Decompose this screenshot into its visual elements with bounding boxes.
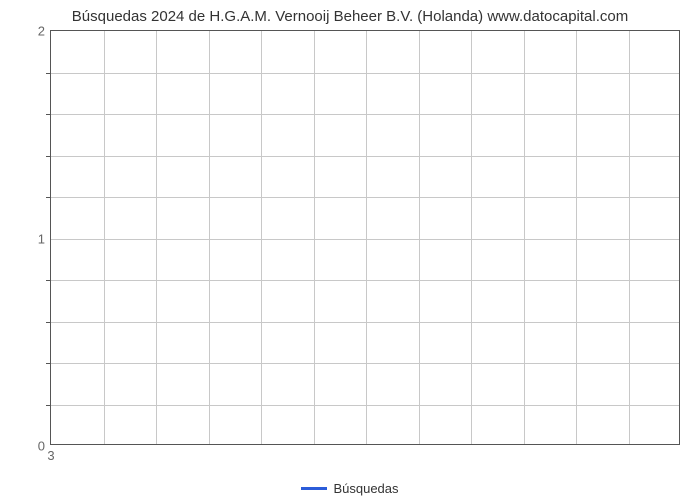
- y-axis-tick-label: 2: [38, 24, 45, 39]
- gridline-vertical: [314, 31, 315, 444]
- legend: Búsquedas: [0, 480, 700, 496]
- gridline-horizontal: [51, 239, 679, 240]
- y-axis-minor-tick: [46, 197, 51, 198]
- y-axis-minor-tick: [46, 322, 51, 323]
- gridline-horizontal: [51, 114, 679, 115]
- gridline-vertical: [366, 31, 367, 444]
- gridline-vertical: [104, 31, 105, 444]
- gridline-horizontal: [51, 156, 679, 157]
- legend-line: [301, 487, 327, 490]
- x-axis-tick-label: 3: [47, 448, 54, 463]
- chart-title: Búsquedas 2024 de H.G.A.M. Vernooij Behe…: [0, 8, 700, 25]
- gridline-vertical: [261, 31, 262, 444]
- y-axis-minor-tick: [46, 114, 51, 115]
- gridline-horizontal: [51, 197, 679, 198]
- y-axis-minor-tick: [46, 156, 51, 157]
- gridline-vertical: [576, 31, 577, 444]
- gridline-vertical: [524, 31, 525, 444]
- gridline-vertical: [209, 31, 210, 444]
- gridline-horizontal: [51, 322, 679, 323]
- gridline-horizontal: [51, 405, 679, 406]
- gridline-vertical: [471, 31, 472, 444]
- y-axis-tick-label: 0: [38, 439, 45, 454]
- gridline-vertical: [156, 31, 157, 444]
- y-axis-tick-label: 1: [38, 231, 45, 246]
- plot-area: 0123: [50, 30, 680, 445]
- gridline-horizontal: [51, 363, 679, 364]
- y-axis-minor-tick: [46, 280, 51, 281]
- y-axis-minor-tick: [46, 363, 51, 364]
- y-axis-minor-tick: [46, 405, 51, 406]
- legend-label: Búsquedas: [333, 481, 398, 496]
- gridline-vertical: [419, 31, 420, 444]
- y-axis-minor-tick: [46, 73, 51, 74]
- chart-container: Búsquedas 2024 de H.G.A.M. Vernooij Behe…: [0, 0, 700, 500]
- gridline-horizontal: [51, 280, 679, 281]
- gridline-horizontal: [51, 73, 679, 74]
- gridline-vertical: [629, 31, 630, 444]
